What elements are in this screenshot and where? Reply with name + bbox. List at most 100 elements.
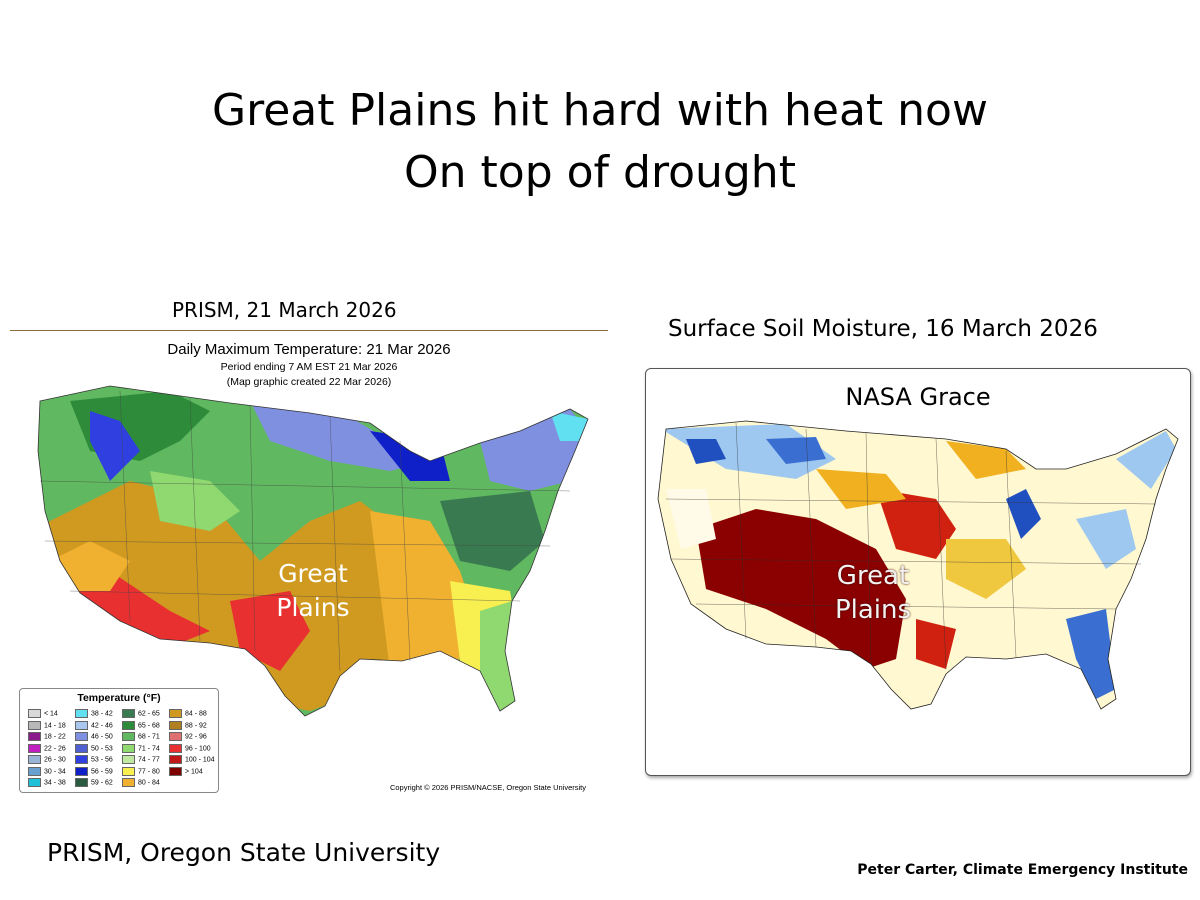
legend-label: 100 - 104 (185, 756, 215, 764)
legend-label: 68 - 71 (138, 733, 160, 741)
legend-swatch (28, 709, 41, 718)
legend-item: 18 - 22 (28, 732, 66, 741)
temperature-legend: Temperature (°F) < 14 14 - 18 18 - 22 22 - … (19, 688, 219, 793)
legend-item: 30 - 34 (28, 766, 66, 776)
legend-label: 88 - 92 (185, 721, 207, 729)
legend-label: 14 - 18 (44, 721, 66, 729)
legend-item: 38 - 42 (75, 709, 113, 718)
legend-label: 59 - 62 (91, 779, 113, 787)
legend-swatch (122, 709, 135, 718)
legend-label: 26 - 30 (44, 756, 66, 764)
legend-label: 46 - 50 (91, 733, 113, 741)
legend-swatch (122, 778, 135, 787)
legend-swatch (75, 720, 88, 730)
legend-label: 22 - 26 (44, 744, 66, 752)
legend-item: > 104 (169, 766, 203, 776)
legend-title: Temperature (°F) (77, 692, 161, 704)
legend-swatch (28, 732, 41, 741)
slide-title-line2: On top of drought (404, 147, 796, 198)
legend-item: 88 - 92 (169, 720, 207, 730)
legend-swatch (75, 709, 88, 718)
legend-swatch (122, 755, 135, 764)
legend-swatch (122, 743, 135, 753)
legend-item: 46 - 50 (75, 732, 113, 741)
legend-swatch (75, 755, 88, 764)
legend-label: 71 - 74 (138, 744, 160, 752)
legend-label: 50 - 53 (91, 744, 113, 752)
legend-label: > 104 (185, 767, 203, 775)
legend-item: 22 - 26 (28, 743, 66, 753)
legend-label: 34 - 38 (44, 779, 66, 787)
legend-swatch (122, 732, 135, 741)
legend-label: 74 - 77 (138, 756, 160, 764)
legend-swatch (75, 766, 88, 776)
region-label-line1: Great (278, 559, 348, 588)
legend-label: 18 - 22 (44, 733, 66, 741)
legend-swatch (169, 709, 182, 718)
legend-label: 30 - 34 (44, 767, 66, 775)
legend-swatch (28, 766, 41, 776)
legend-label: 84 - 88 (185, 710, 207, 718)
legend-swatch (28, 743, 41, 753)
legend-item: 14 - 18 (28, 720, 66, 730)
legend-item: 71 - 74 (122, 743, 160, 753)
nasa-grace-label: NASA Grace (845, 383, 991, 411)
nasa-grace-soil-moisture-map: NASA Grace (645, 368, 1191, 776)
legend-swatch (122, 766, 135, 776)
legend-item: 26 - 30 (28, 755, 66, 764)
region-label-line2: Plains (276, 593, 350, 622)
region-label-line1: Great (836, 561, 910, 591)
prism-temperature-map: Daily Maximum Temperature: 21 Mar 2026 P… (10, 330, 608, 793)
legend-item: 53 - 56 (75, 755, 113, 764)
legend-label: 96 - 100 (185, 744, 211, 752)
legend-swatch (75, 743, 88, 753)
source-credit: PRISM, Oregon State University (47, 838, 441, 867)
left-map-caption: PRISM, 21 March 2026 (172, 298, 397, 322)
author-credit: Peter Carter, Climate Emergency Institut… (857, 862, 1188, 878)
legend-item: 56 - 59 (75, 766, 113, 776)
legend-item: 77 - 80 (122, 766, 160, 776)
legend-item: 68 - 71 (122, 732, 160, 741)
legend-item: 96 - 100 (169, 743, 211, 753)
legend-item: 42 - 46 (75, 720, 113, 730)
legend-swatch (122, 720, 135, 730)
great-plains-label-right: Great Plains (818, 559, 928, 627)
legend-item: 80 - 84 (122, 778, 160, 787)
map-subtitle-period: Period ending 7 AM EST 21 Mar 2026 (220, 361, 398, 373)
right-map-caption: Surface Soil Moisture, 16 March 2026 (668, 316, 1098, 342)
legend-item: 62 - 65 (122, 709, 160, 718)
legend-item: 59 - 62 (75, 778, 113, 787)
legend-swatch (28, 720, 41, 730)
legend-item: 50 - 53 (75, 743, 113, 753)
map-copyright: Copyright © 2026 PRISM/NACSE, Oregon Sta… (389, 783, 586, 792)
legend-label: 92 - 96 (185, 733, 207, 741)
soil-moisture-map-graphic (657, 420, 1179, 710)
region-label-line2: Plains (834, 595, 912, 625)
legend-label: 65 - 68 (138, 721, 160, 729)
legend-item: 92 - 96 (169, 732, 207, 741)
legend-swatch (169, 755, 182, 764)
map-title: Daily Maximum Temperature: 21 Mar 2026 (167, 341, 451, 358)
legend-label: 56 - 59 (91, 767, 113, 775)
legend-item: 34 - 38 (28, 778, 66, 787)
legend-label: 62 - 65 (138, 710, 160, 718)
legend-item: 84 - 88 (169, 709, 207, 718)
legend-swatch (169, 720, 182, 730)
temperature-map-graphic (37, 385, 589, 717)
legend-item: 74 - 77 (122, 755, 160, 764)
slide-title-line1: Great Plains hit hard with heat now (212, 85, 988, 136)
legend-swatch (169, 743, 182, 753)
legend-label: < 14 (44, 710, 58, 718)
legend-item: 100 - 104 (169, 755, 215, 764)
legend-swatch (169, 766, 182, 776)
legend-swatch (169, 732, 182, 741)
great-plains-label-left: Great Plains (258, 557, 368, 625)
legend-swatch (28, 755, 41, 764)
legend-item: < 14 (28, 709, 58, 718)
legend-swatch (28, 778, 41, 787)
legend-label: 77 - 80 (138, 767, 160, 775)
legend-label: 42 - 46 (91, 721, 113, 729)
legend-label: 53 - 56 (91, 756, 113, 764)
legend-swatch (75, 778, 88, 787)
legend-label: 38 - 42 (91, 710, 113, 718)
